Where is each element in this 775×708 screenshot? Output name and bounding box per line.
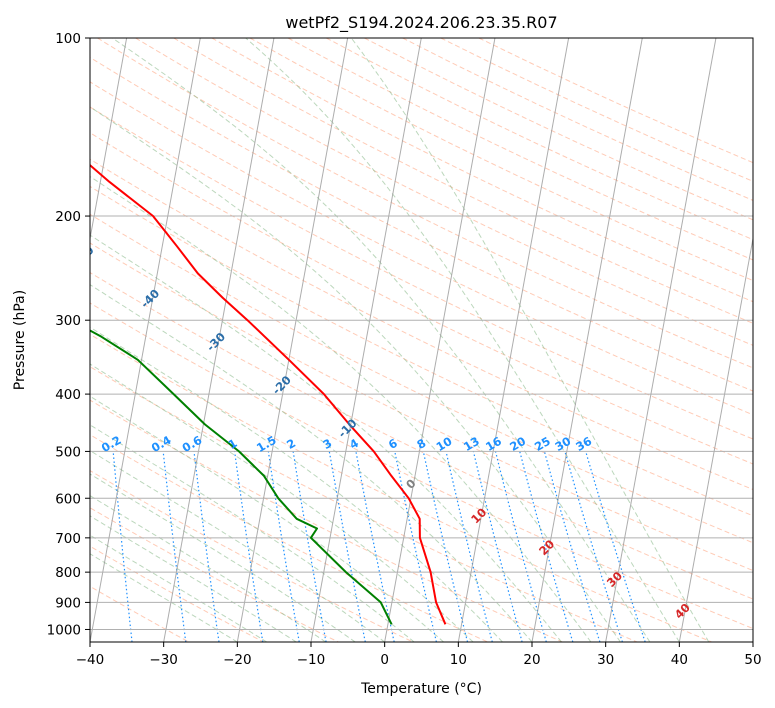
isotherm-line	[310, 38, 422, 642]
y-tick-label: 1000	[47, 622, 81, 638]
dry-adiabat-line	[90, 545, 264, 642]
isotherm-line	[90, 38, 128, 242]
y-tick-label: 500	[55, 444, 81, 460]
chart-title: wetPf2_S194.2024.206.23.35.R07	[285, 13, 557, 33]
isotherm-line	[163, 38, 275, 642]
x-axis-ticks: −40 −30 −20 −10 0 10 20 30 40 50	[76, 642, 762, 668]
y-tick-label: 900	[55, 595, 81, 611]
moist-adiabat-line	[90, 534, 268, 642]
dry-adiabat-line	[90, 56, 753, 392]
dry-adiabat-line	[90, 333, 712, 642]
isotherm-line	[678, 235, 753, 642]
x-tick-label: 10	[450, 652, 467, 668]
mixing-ratio-label: 13	[461, 434, 482, 454]
x-tick-label: 0	[380, 652, 389, 668]
plot-area: -100-90-80-70-60-50-40-30-20-10010203040…	[72, 38, 753, 642]
x-axis-label: Temperature (°C)	[360, 681, 482, 697]
x-tick-label: −10	[297, 652, 326, 668]
y-tick-label: 100	[55, 31, 81, 47]
moist-adiabats	[90, 38, 710, 642]
isotherm-label: -50	[72, 243, 97, 268]
isotherm-line	[457, 38, 570, 642]
dry-adiabat-line	[90, 242, 753, 572]
y-axis-label: Pressure (hPa)	[12, 290, 28, 390]
dry-adiabat-line	[90, 185, 753, 517]
x-tick-label: −40	[76, 652, 105, 668]
mixing-ratio-line	[543, 451, 601, 642]
x-tick-label: −30	[149, 652, 178, 668]
moist-adiabat-line	[90, 326, 503, 642]
mixing-ratio-label: 25	[532, 434, 553, 454]
y-axis-ticks: 100 200 300 400 500 600 700 800 900 1000	[47, 31, 90, 638]
moist-adiabat-line	[112, 38, 651, 642]
mixing-ratio-line	[394, 451, 437, 642]
y-tick-label: 700	[55, 531, 81, 547]
mixing-ratio-line	[494, 451, 547, 642]
mixing-ratio-label: 20	[507, 434, 528, 454]
y-tick-label: 200	[55, 209, 81, 225]
mixing-ratio-line	[564, 451, 623, 642]
dry-adiabat-line	[90, 213, 753, 544]
dry-adiabat-line	[90, 434, 488, 642]
temperature-profile-line	[90, 163, 447, 625]
sounding-series	[90, 163, 447, 625]
moist-adiabat-line	[90, 449, 385, 642]
x-tick-label: 40	[671, 652, 688, 668]
moist-adiabat-line	[90, 424, 415, 642]
dewpoint-profile-line	[90, 329, 393, 625]
dry-adiabat-line	[90, 399, 563, 642]
isotherm-lines	[90, 38, 753, 642]
dry-adiabat-line	[173, 38, 753, 324]
dry-adiabat-line	[90, 106, 753, 440]
mixing-ratio-label: 16	[483, 434, 504, 454]
mixing-ratio-line	[234, 451, 264, 642]
mixing-ratio-label: 36	[573, 434, 594, 454]
moist-adiabat-line	[350, 38, 710, 642]
y-tick-label: 600	[55, 491, 81, 507]
mixing-ratio-line	[193, 451, 220, 642]
moist-adiabat-line	[90, 106, 621, 642]
x-tick-label: −20	[223, 652, 252, 668]
moist-adiabat-line	[90, 553, 238, 642]
dry-adiabat-line	[90, 366, 638, 642]
dry-adiabat-line	[135, 38, 753, 346]
dry-adiabat-line	[90, 302, 753, 630]
moist-adiabat-line	[90, 234, 562, 642]
isotherm-line	[236, 38, 349, 642]
x-tick-label: 50	[744, 652, 761, 668]
isotherm-line	[384, 38, 496, 642]
y-tick-label: 400	[55, 387, 81, 403]
mixing-ratio-line	[422, 451, 469, 642]
mixing-ratio-line	[519, 451, 574, 642]
dry-adiabat-line	[90, 585, 190, 642]
moist-adiabat-line	[90, 473, 356, 642]
moist-adiabat-line	[245, 38, 680, 642]
x-tick-label: 20	[523, 652, 540, 668]
plot-frame	[89, 37, 754, 643]
moist-adiabat-line	[90, 175, 592, 642]
isotherm-line	[531, 38, 643, 642]
dry-adiabat-line	[90, 158, 753, 491]
mixing-ratio-line	[585, 451, 646, 642]
isotherm-line	[90, 38, 201, 642]
moist-adiabat-line	[90, 284, 533, 642]
y-tick-label: 800	[55, 565, 81, 581]
x-tick-label: 30	[597, 652, 614, 668]
mixing-ratio-label: 30	[553, 434, 574, 454]
dry-adiabat-line	[90, 271, 753, 600]
y-tick-label: 300	[55, 313, 81, 329]
mixing-ratio-label: 10	[434, 434, 455, 454]
isotherm-line	[605, 38, 717, 642]
pressure-grid	[90, 38, 753, 630]
mixing-ratio-line	[162, 451, 187, 642]
mixing-ratio-line	[472, 451, 523, 642]
moist-adiabat-line	[90, 395, 444, 642]
